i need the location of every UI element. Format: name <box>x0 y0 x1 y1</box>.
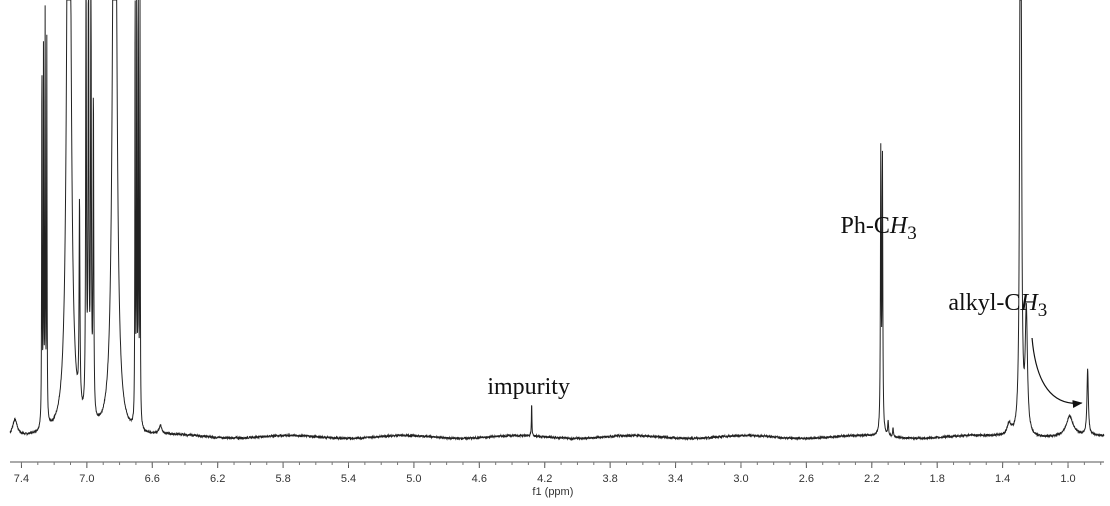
x-tick-label: 5.4 <box>341 473 356 485</box>
ph-ch3-prefix: Ph-C <box>841 213 890 239</box>
x-tick-label: 4.6 <box>472 473 487 485</box>
plot-area <box>9 0 1105 442</box>
x-tick-label: 3.8 <box>602 473 617 485</box>
x-tick-label: 2.2 <box>864 473 879 485</box>
x-tick-label: 7.0 <box>79 473 94 485</box>
impurity-annotation: impurity <box>487 374 570 400</box>
alkyl-ch3-arrow <box>1031 337 1083 408</box>
x-tick-label: 3.4 <box>668 473 683 485</box>
x-tick-label: 7.4 <box>14 473 29 485</box>
ph-ch3-h: H <box>889 213 909 239</box>
x-tick-label: 1.0 <box>1060 473 1075 485</box>
x-tick-label: 1.8 <box>930 473 945 485</box>
x-tick-label: 2.6 <box>799 473 814 485</box>
x-tick-label: 6.2 <box>210 473 225 485</box>
x-tick-label: 4.2 <box>537 473 552 485</box>
alkyl-ch3-prefix: alkyl-C <box>948 290 1020 316</box>
ph-ch3-subscript: 3 <box>907 223 917 244</box>
x-tick-label: 6.6 <box>145 473 160 485</box>
x-axis-ticks: 7.4 7.0 6.6 6.2 5.8 5.4 5.0 4.6 4.2 3.8 3.4 3.0 2.6 2… <box>14 462 1102 485</box>
x-tick-label: 5.0 <box>406 473 421 485</box>
x-tick-label: 1.4 <box>995 473 1010 485</box>
spectrum-trace <box>9 0 1105 442</box>
x-tick-label: 3.0 <box>733 473 748 485</box>
alkyl-ch3-h: H <box>1019 290 1039 316</box>
alkyl-ch3-annotation: alkyl-CH3 <box>948 290 1047 321</box>
x-tick-label: 5.8 <box>275 473 290 485</box>
alkyl-ch3-subscript: 3 <box>1038 300 1048 321</box>
x-axis-label: f1 (ppm) <box>532 486 573 498</box>
ph-ch3-annotation: Ph-CH3 <box>841 213 917 244</box>
